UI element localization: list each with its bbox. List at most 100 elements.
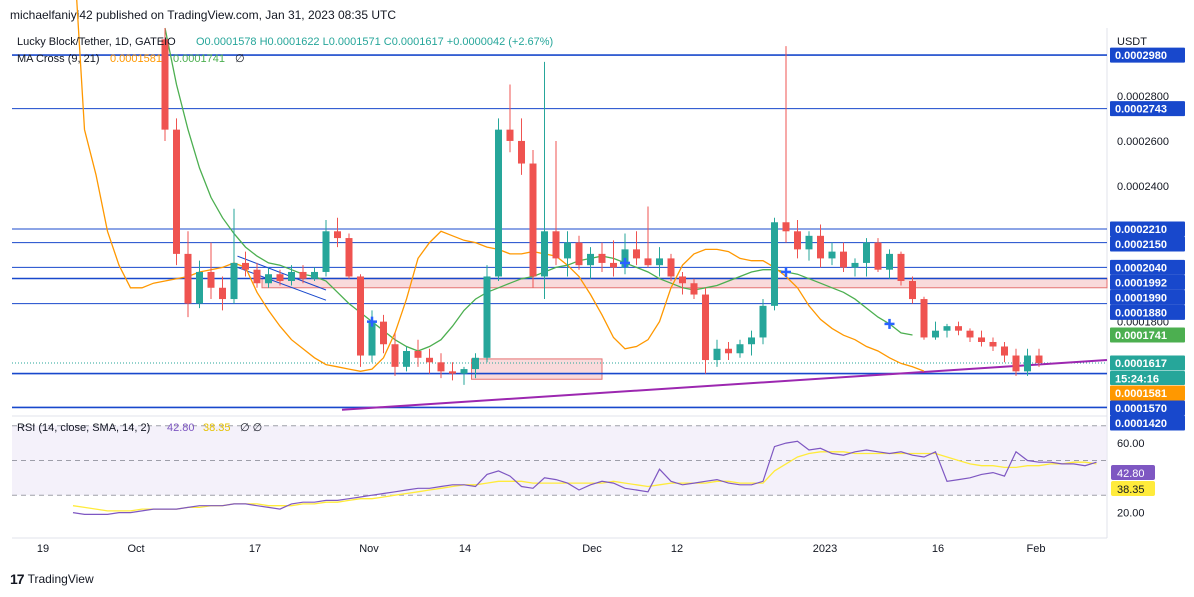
candle-body xyxy=(932,330,939,338)
time-axis: 19 Oct 17 Nov 14 Dec 12 2023 16 Feb xyxy=(37,543,1046,555)
flag-lower-line xyxy=(237,266,327,301)
candle-body xyxy=(518,140,525,164)
candle-body xyxy=(506,129,514,141)
candle xyxy=(184,231,192,318)
time-tick: Nov xyxy=(359,543,379,555)
candle-body xyxy=(587,253,594,266)
price-badge-level: 0.0001420 xyxy=(1110,415,1185,431)
candle-body xyxy=(1035,355,1043,363)
time-tick: 2023 xyxy=(813,543,837,555)
candle xyxy=(1024,348,1031,376)
time-tick: 16 xyxy=(932,543,944,555)
candle-body xyxy=(920,299,928,338)
candle-body xyxy=(966,330,974,338)
candle-body xyxy=(391,344,399,367)
ma-slow-value: 0.0001741 xyxy=(173,53,225,65)
price-badge-text: 0.0002210 xyxy=(1115,224,1167,236)
price-badge-text: 0.0001992 xyxy=(1115,277,1167,289)
candle-body xyxy=(713,348,721,361)
candle xyxy=(978,330,985,347)
price-badge-level: 0.0002150 xyxy=(1110,236,1185,252)
ma-cross-marker xyxy=(367,316,377,327)
candle xyxy=(483,265,491,363)
candle-body xyxy=(230,262,238,300)
candle xyxy=(345,233,353,279)
rsi-value: 42.80 xyxy=(167,422,195,434)
rsi-tick-60: 60.00 xyxy=(1117,438,1145,450)
brand-name: TradingView xyxy=(27,572,94,586)
ma-cross-marker xyxy=(620,257,630,268)
candle xyxy=(587,247,594,279)
price-badge-text: 0.0001741 xyxy=(1115,330,1167,342)
rsi-sma-badge-text: 38.35 xyxy=(1117,484,1145,496)
candle xyxy=(874,238,882,272)
price-badge-bg xyxy=(1110,47,1185,63)
candle xyxy=(173,118,180,266)
candle-body xyxy=(414,351,422,358)
candle xyxy=(1001,341,1008,363)
candle-body xyxy=(564,242,571,259)
candle-body xyxy=(851,262,859,268)
candle-body xyxy=(173,129,180,254)
ma-cross-markers xyxy=(367,257,895,329)
ma-cross-marker xyxy=(781,266,791,277)
price-badge-level: 0.0001880 xyxy=(1110,304,1185,320)
candle-body xyxy=(817,235,824,259)
candle xyxy=(725,341,732,361)
candle-body xyxy=(449,371,456,374)
price-badge-bg xyxy=(1110,221,1185,237)
candle xyxy=(621,233,629,275)
candle-body xyxy=(840,251,847,268)
candle-body xyxy=(748,337,755,345)
support-zone-1 xyxy=(471,358,603,380)
tradingview-footer[interactable]: 17 TradingView xyxy=(10,571,94,587)
price-badge-text: 0.0001420 xyxy=(1115,418,1167,430)
flag-upper-line xyxy=(237,255,327,291)
candle-body xyxy=(909,280,916,300)
candle xyxy=(713,339,721,367)
zones xyxy=(261,277,1108,380)
price-badge-level: 0.0001992 xyxy=(1110,274,1185,290)
candle xyxy=(276,269,284,286)
candle-body xyxy=(299,271,307,279)
candle xyxy=(495,118,502,281)
candle xyxy=(633,231,640,266)
candle-body xyxy=(978,337,985,342)
price-badge-bg xyxy=(1110,415,1185,431)
candle-body xyxy=(736,344,744,354)
candle-body xyxy=(334,231,341,239)
candle xyxy=(840,242,847,272)
rsi-sma-value: 38.35 xyxy=(203,422,231,434)
rsi-value-badge xyxy=(1111,464,1155,480)
candle-body xyxy=(196,271,203,304)
price-badge-level: 0.0002210 xyxy=(1110,221,1185,237)
rsi-suffix: ∅ ∅ xyxy=(240,422,262,434)
publisher-line: michaelfaniyi42 published on TradingView… xyxy=(10,8,397,22)
price-badge-last: 0.0001617 xyxy=(1110,355,1185,371)
price-badge-bg xyxy=(1110,327,1185,343)
candle-body xyxy=(897,253,905,281)
candle xyxy=(196,260,203,309)
symbol-title: Lucky Block/Tether, 1D, GATEIO xyxy=(17,36,176,48)
price-badge-countdown: 15:24:16 xyxy=(1110,370,1185,385)
candle-body xyxy=(725,348,732,354)
rsi-sma-badge xyxy=(1111,480,1155,496)
candle-body xyxy=(288,271,295,281)
price-badge-level: 0.0002980 xyxy=(1110,47,1185,63)
candle xyxy=(391,332,399,376)
candle xyxy=(851,258,859,277)
candle-body xyxy=(610,262,617,268)
candle-body xyxy=(483,276,491,358)
price-badge-bg xyxy=(1110,355,1185,371)
candle xyxy=(1012,348,1020,376)
rsi-line xyxy=(72,440,1097,515)
candle xyxy=(541,61,548,300)
candle-body xyxy=(242,262,249,270)
candle-body xyxy=(598,253,606,263)
candle xyxy=(863,238,870,277)
time-tick: 19 xyxy=(37,543,49,555)
candle-body xyxy=(1012,355,1020,372)
candle xyxy=(334,217,341,248)
candle-body xyxy=(426,357,433,363)
